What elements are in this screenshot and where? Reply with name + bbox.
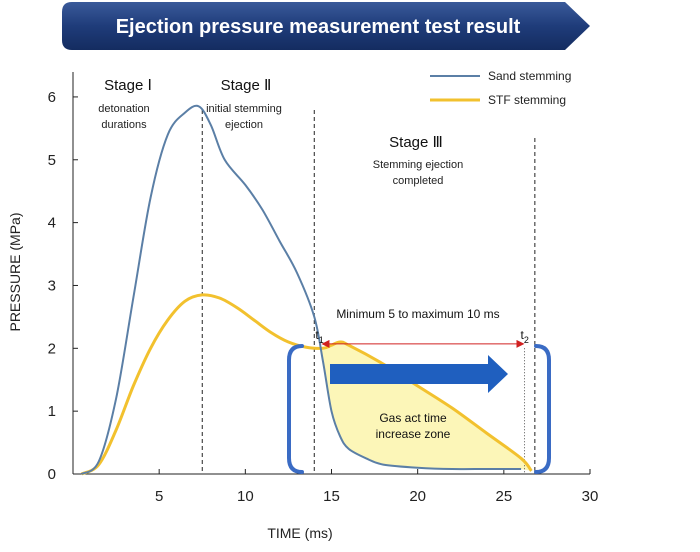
y-axis-label: PRESSURE (MPa)	[7, 212, 23, 331]
stage1-desc-line1: detonation	[98, 103, 149, 115]
x-tick-label: 10	[237, 488, 254, 505]
x-tick-label: 15	[323, 488, 340, 505]
stage2-desc-line2: ejection	[225, 119, 263, 131]
range-annotation: Minimum 5 to maximum 10 ms	[336, 307, 499, 321]
stage-annotations: Stage Ⅰ detonation durations Stage Ⅱ ini…	[98, 77, 463, 187]
stage-boundaries	[201, 110, 536, 474]
left-bracket	[287, 344, 304, 474]
legend-label-sand: Sand stemming	[488, 69, 571, 83]
stage1-title: Stage Ⅰ	[104, 77, 152, 94]
y-tick-label: 6	[48, 89, 56, 106]
x-axis-label: TIME (ms)	[267, 525, 332, 541]
stage3-desc-line1: Stemming ejection	[373, 159, 464, 171]
x-tick-label: 30	[582, 488, 599, 505]
y-tick-label: 1	[48, 403, 56, 420]
t2-marker: t2	[521, 328, 529, 345]
x-tick-label: 5	[155, 488, 163, 505]
y-tick-label: 3	[48, 277, 56, 294]
stage3-title: Stage Ⅲ	[389, 134, 443, 151]
legend-label-stf: STF stemming	[488, 93, 566, 107]
series-line-sand-stemming	[81, 104, 522, 475]
y-tick-label: 4	[48, 215, 56, 232]
big-arrow	[330, 355, 508, 393]
x-tick-label: 25	[495, 488, 512, 505]
chart-title: Ejection pressure measurement test resul…	[116, 16, 521, 38]
legend: Sand stemming STF stemming	[430, 69, 571, 107]
zone-label-line2: increase zone	[376, 427, 451, 441]
title-banner: Ejection pressure measurement test resul…	[62, 2, 590, 50]
stage2-title: Stage Ⅱ	[221, 77, 272, 94]
series-line-stf-stemming	[80, 293, 533, 476]
stage1-desc-line2: durations	[101, 119, 147, 131]
stage3-desc-line2: completed	[393, 175, 444, 187]
y-ticks: 0 1 2 3 4 5 6	[48, 89, 78, 483]
y-tick-label: 2	[48, 340, 56, 357]
x-ticks: 5 10 15 20 25 30	[155, 469, 598, 505]
banner-shape	[62, 2, 590, 50]
zone-label-line1: Gas act time	[379, 411, 447, 425]
axes: 5 10 15 20 25 30 0 1 2 3 4 5 6 TIME (ms) PRESSURE (…	[7, 72, 598, 541]
stage2-desc-line1: initial stemming	[206, 103, 282, 115]
t1-marker: t1	[315, 328, 323, 345]
x-tick-label: 20	[409, 488, 426, 505]
y-tick-label: 0	[48, 466, 56, 483]
right-bracket	[534, 344, 551, 474]
y-tick-label: 5	[48, 152, 56, 169]
